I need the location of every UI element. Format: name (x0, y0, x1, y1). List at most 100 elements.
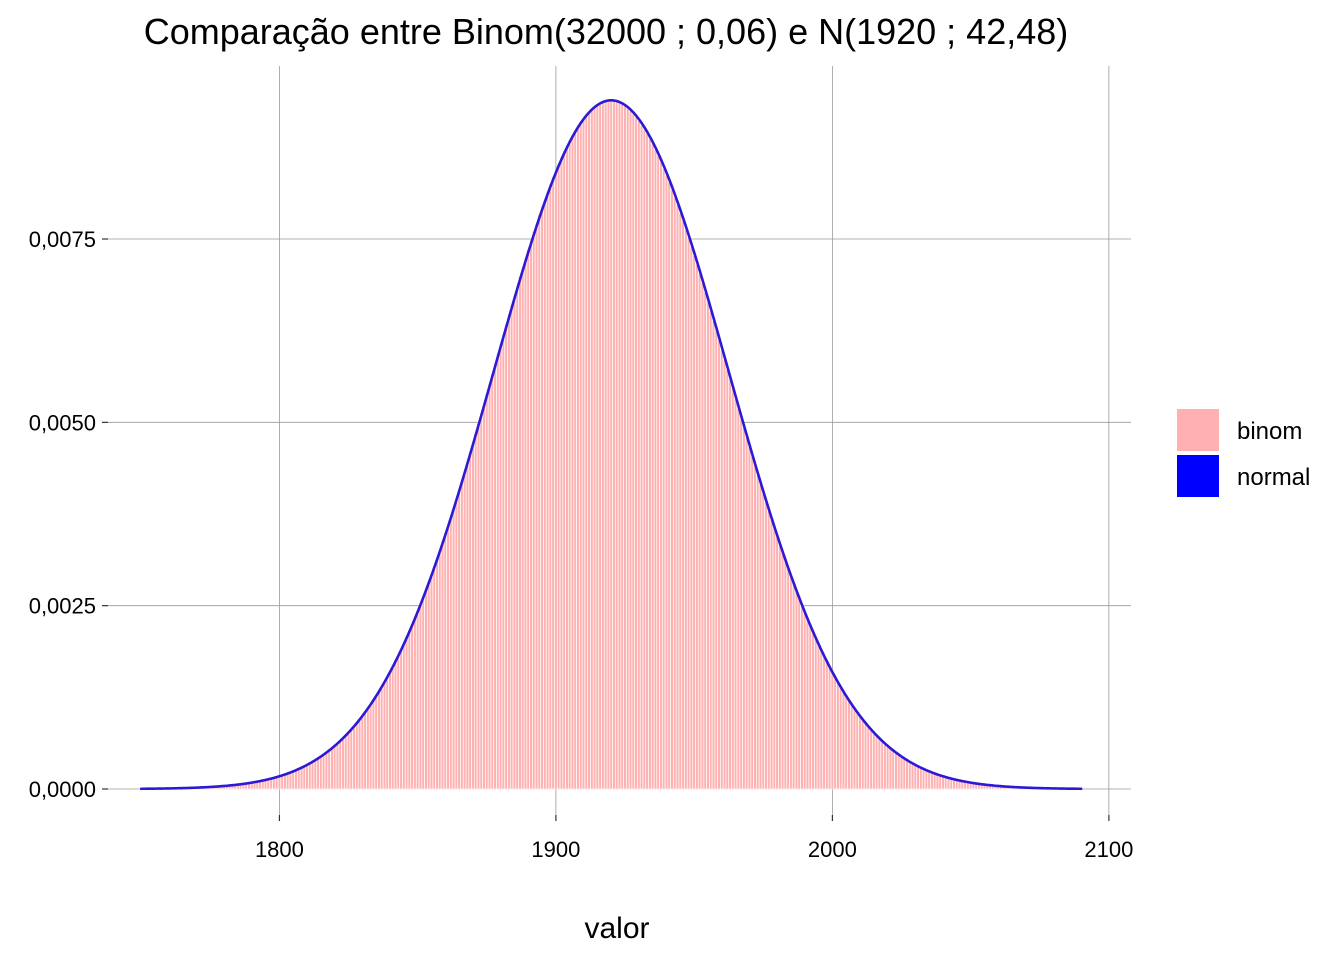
binom-bar (913, 763, 918, 790)
binom-bar (814, 637, 818, 790)
binom-bar (498, 343, 503, 790)
binom-bar (606, 100, 611, 790)
chart-title: Comparação entre Binom(32000 ; 0,06) e N… (144, 11, 1069, 52)
binom-bar (838, 685, 843, 790)
binom-bar (443, 533, 448, 790)
binom-bar (764, 501, 768, 790)
binom-bar (739, 417, 743, 790)
y-tick-label: 0,0000 (29, 777, 96, 802)
binom-bar (587, 110, 591, 790)
binom-bar (349, 729, 354, 790)
binom-bar (319, 757, 323, 790)
binom-bar (722, 359, 727, 790)
binom-bar (609, 100, 613, 790)
binom-bar (438, 550, 442, 790)
binom-bar (601, 101, 605, 790)
binom-bar (468, 451, 472, 790)
binom-bar (750, 455, 754, 790)
binom-bar (266, 779, 271, 790)
binom-bar (919, 766, 923, 790)
binom-bar (631, 113, 636, 790)
x-tick-label: 1800 (255, 837, 304, 862)
binom-bar (642, 128, 647, 790)
binom-bar (482, 402, 486, 790)
binom-bar (905, 758, 909, 790)
binom-bar (794, 590, 799, 790)
binom-bar (543, 198, 547, 790)
binom-bar (388, 672, 392, 790)
binom-bar (932, 772, 937, 790)
binom-bar (432, 566, 436, 790)
binom-bar (700, 282, 705, 790)
binom-bar (565, 144, 569, 790)
binom-bar (509, 304, 514, 790)
binom-bar (847, 699, 851, 790)
binom-bar (927, 770, 931, 790)
binom-bar (626, 107, 630, 790)
binom-bar (446, 524, 450, 790)
binom-bar (744, 436, 749, 790)
binom-bar (883, 742, 887, 790)
binom-bar (686, 237, 691, 790)
binom-bar (274, 777, 279, 790)
binom-bar (598, 102, 602, 790)
binom-bar (490, 373, 495, 790)
binom-bar (908, 760, 912, 790)
binom-bar (761, 492, 766, 790)
binom-bar (612, 100, 616, 790)
binom-bar (714, 330, 719, 790)
binom-bar (747, 446, 752, 790)
binom-bar (595, 103, 600, 790)
binom-bar (515, 285, 519, 790)
binom-bar (791, 583, 796, 790)
binom-bar (852, 707, 857, 790)
binom-bar (570, 134, 575, 790)
binom-bar (863, 721, 868, 790)
binom-bar (299, 768, 304, 790)
binom-bar (841, 690, 846, 790)
binom-bar (324, 753, 329, 790)
binom-bar (385, 677, 389, 790)
binom-bar (410, 624, 414, 790)
binom-bar (872, 731, 876, 790)
binom-bar (697, 273, 702, 790)
binom-bar (280, 775, 284, 790)
binom-bar (460, 479, 464, 790)
binom-bar (703, 291, 707, 790)
binom-bar (728, 378, 732, 790)
binom-bar (341, 738, 345, 790)
binom-bar (415, 611, 420, 790)
binom-bar (559, 156, 564, 790)
binom-bar (532, 231, 536, 790)
binom-bar (277, 776, 282, 790)
binom-bar (479, 412, 483, 790)
binom-bar (426, 581, 431, 790)
binom-bar (534, 222, 539, 790)
binom-bar (346, 733, 351, 790)
binom-bar (830, 671, 835, 790)
binom-bar (637, 120, 641, 790)
binom-bar (288, 772, 293, 790)
binom-bar (786, 568, 790, 790)
binom-bar (496, 353, 500, 790)
binom-bar (742, 427, 746, 790)
binom-bar (321, 755, 326, 790)
binom-bar (670, 189, 674, 790)
binom-bar (648, 138, 652, 790)
binom-bar (283, 774, 287, 790)
binom-bar (753, 465, 757, 790)
binom-bar (366, 708, 370, 790)
binom-bar (545, 190, 550, 790)
binom-bar (899, 755, 904, 790)
binom-bar (894, 751, 898, 790)
binom-bar (429, 574, 434, 790)
binom-bar (501, 333, 506, 790)
binom-bar (645, 133, 649, 790)
binom-bar (465, 460, 470, 790)
binom-bar (261, 780, 265, 790)
binom-bar (374, 696, 378, 790)
binom-bar (678, 212, 683, 790)
binom-bar (424, 589, 428, 790)
binom-bar (485, 392, 489, 790)
binom-bar (344, 735, 348, 790)
